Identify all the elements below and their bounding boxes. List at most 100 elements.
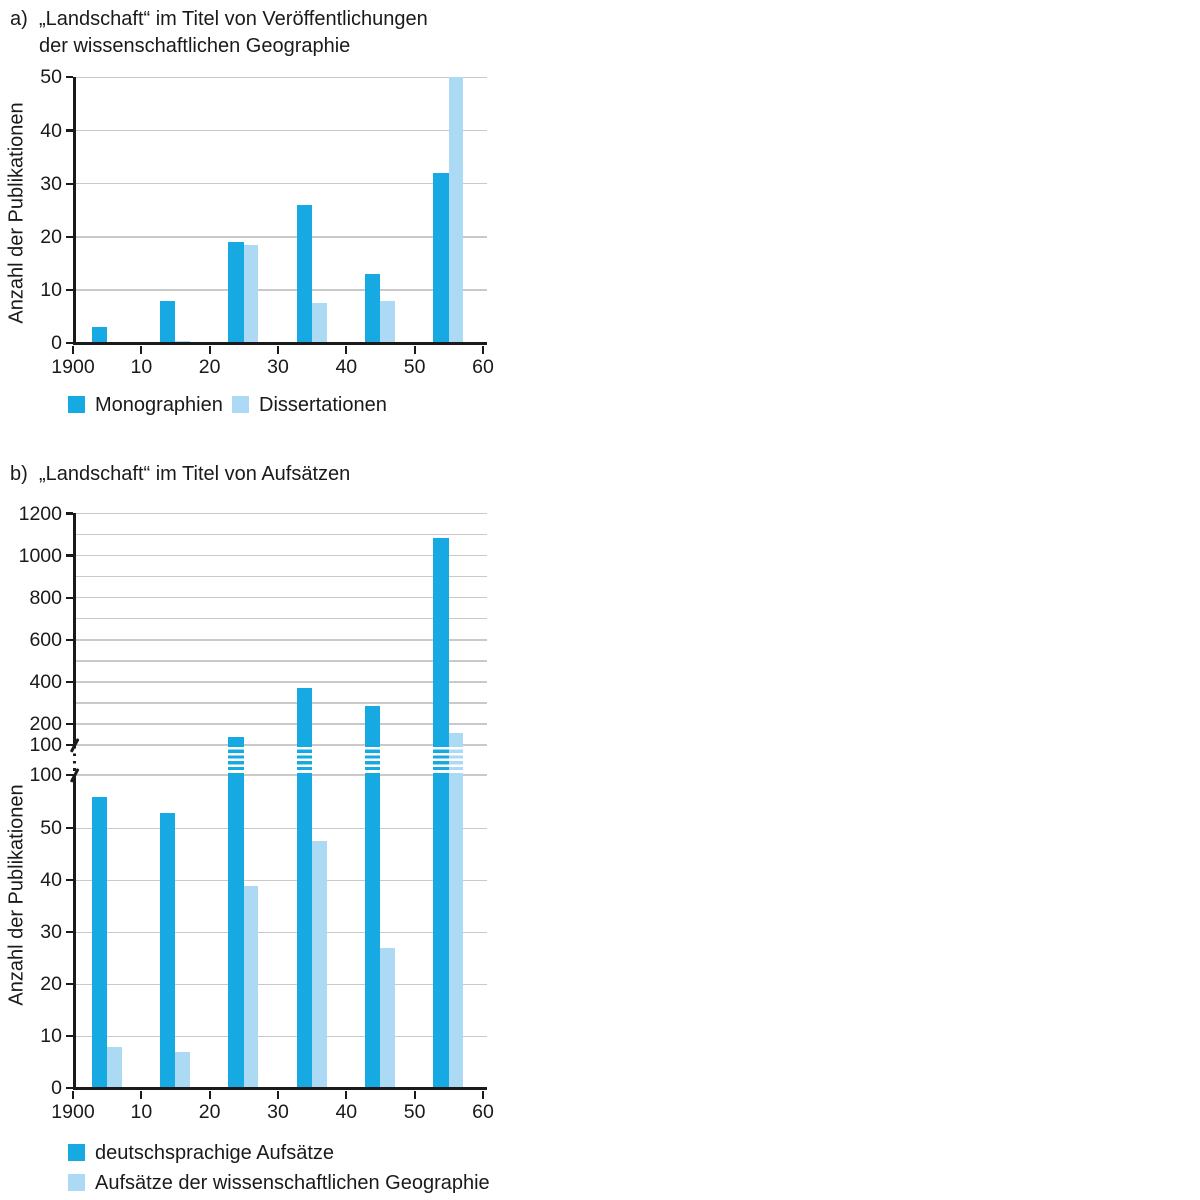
chart-b-y-axis-tick — [66, 1035, 74, 1038]
chart-a-gridline — [75, 236, 487, 238]
chart-a-x-axis-tick — [276, 345, 280, 354]
chart-b-gridline — [75, 639, 487, 641]
chart-a-y-tick-label: 10 — [40, 279, 62, 302]
chart-a-x-axis-tick — [140, 345, 143, 354]
chart-b-y-tick-label: 50 — [40, 817, 62, 840]
chart-b-y-axis-tick — [66, 680, 74, 683]
chart-b-x-tick-label: 1900 — [51, 1101, 95, 1124]
chart-b-gridline — [75, 533, 487, 536]
chart-a-y-tick-label: 20 — [40, 225, 62, 248]
chart-b-y-axis-tick — [66, 638, 74, 641]
monographien-swatch-icon — [68, 396, 85, 413]
chart-b-y-axis-tick — [66, 743, 74, 747]
chart-b-y-tick-label: 30 — [40, 921, 62, 944]
chart-b-y-tick-label: 200 — [29, 712, 62, 735]
chart-a-x-tick-label: 20 — [198, 356, 221, 379]
bar-deutschsprachige-aufsaetze-1950s — [433, 537, 449, 1090]
bar-monographien-1910s — [159, 300, 176, 345]
chart-b-y-axis-tick — [66, 983, 74, 986]
chart-a-title-line2: der wissenschaftlichen Geographie — [39, 35, 351, 57]
chart-a-title-line1: „Landschaft“ im Titel von Veröffentlichu… — [39, 8, 428, 30]
chart-b-gridline — [75, 681, 487, 683]
axis-break-stripes — [433, 746, 449, 774]
axis-break-stripes — [296, 746, 313, 774]
chart-b-x-tick-label: 10 — [130, 1101, 153, 1124]
chart-b-y-axis-lower — [73, 773, 76, 1090]
chart-b-gridline — [75, 931, 487, 934]
chart-a-x-tick-label: 60 — [472, 356, 494, 379]
chart-b-y-tick-label: 100 — [29, 764, 62, 786]
bar-dissertationen-1920s — [243, 244, 259, 345]
chart-b-gridline — [75, 983, 487, 986]
bar-dissertationen-1950s — [448, 77, 464, 345]
chart-b-y-tick-label: 1200 — [18, 502, 62, 525]
chart-b-gridline — [75, 660, 487, 662]
bar-monographien-1930s — [296, 204, 313, 345]
bar-dissertationen-1930s — [312, 303, 327, 345]
chart-b-y-tick-label: 1000 — [18, 544, 62, 567]
axis-break-stripes — [448, 746, 464, 774]
chart-b-y-axis-tick — [66, 1087, 74, 1090]
chart-b-x-tick-label: 50 — [403, 1101, 426, 1124]
bar-aufsaetze-wissenschaftliche-geographie-1950s — [448, 733, 464, 1090]
chart-b-y-axis-tick — [66, 722, 74, 726]
chart-b-title: b) „Landschaft“ im Titel von Aufsätzen — [10, 461, 350, 488]
axis-break-dotted-line — [73, 746, 76, 774]
chart-b-x-axis-line — [73, 1087, 487, 1090]
chart-a-y-axis-tick — [66, 76, 74, 79]
chart-a-gridline — [75, 182, 487, 185]
chart-b-title-line1: „Landschaft“ im Titel von Aufsätzen — [39, 463, 351, 485]
bar-deutschsprachige-aufsaetze-1900s — [91, 797, 108, 1090]
chart-a-x-tick-label: 10 — [130, 356, 153, 379]
chart-b-gridline — [75, 744, 487, 746]
chart-b-y-tick-label: 400 — [29, 670, 62, 693]
chart-b-x-axis-tick — [140, 1090, 143, 1099]
chart-a-y-tick-label: 30 — [40, 172, 62, 195]
chart-b-y-axis-tick — [66, 596, 74, 599]
chart-a-y-axis-tick — [66, 288, 74, 292]
bar-dissertationen-1940s — [380, 300, 395, 345]
bar-deutschsprachige-aufsaetze-1930s — [296, 688, 313, 1090]
chart-b-x-axis-tick — [413, 1090, 416, 1099]
bar-aufsaetze-wissenschaftliche-geographie-1940s — [380, 947, 395, 1090]
chart-a-gridline — [75, 76, 487, 79]
chart-a-x-tick-label: 50 — [403, 356, 426, 379]
chart-b-x-axis-tick — [208, 1090, 211, 1099]
bar-deutschsprachige-aufsaetze-1920s — [228, 736, 244, 1090]
chart-a-x-axis-tick — [208, 345, 211, 354]
chart-b-x-axis-tick — [276, 1090, 280, 1099]
chart-b-gridline — [75, 575, 487, 578]
chart-b-title-prefix: b) — [10, 463, 28, 485]
chart-b-x-axis-tick — [71, 1090, 75, 1099]
chart-a-x-axis-tick — [413, 345, 416, 354]
chart-b-title-text: „Landschaft“ im Titel von Aufsätzen — [39, 461, 350, 488]
bar-aufsaetze-wissenschaftliche-geographie-1930s — [312, 841, 327, 1090]
chart-b-gridline — [75, 879, 487, 882]
legend-label-deutschsprachige-aufsaetze: deutschsprachige Aufsätze — [95, 1142, 335, 1164]
chart-a-x-axis-line — [73, 342, 487, 345]
legend-item-aufsaetze-wiss-geographie: Aufsätze der wissenschaftlichen Geograph… — [68, 1173, 490, 1194]
chart-b-y-tick-label: 20 — [40, 973, 62, 996]
chart-a-y-axis-tick — [66, 235, 74, 239]
chart-b-gridline — [75, 554, 487, 557]
chart-b-y-tick-label: 100 — [29, 734, 62, 756]
chart-b-y-axis-tick — [66, 931, 74, 934]
chart-b-x-tick-label: 30 — [267, 1101, 289, 1124]
legend-item-monographien: Monographien — [68, 395, 223, 416]
legend-item-dissertationen: Dissertationen — [232, 395, 387, 416]
chart-b-x-axis-tick — [345, 1090, 348, 1099]
chart-a-gridline — [75, 289, 487, 291]
chart-b-gridline — [75, 774, 487, 776]
chart-a-x-tick-label: 30 — [267, 356, 289, 379]
chart-b-y-axis-tick — [66, 827, 74, 830]
legend-label-dissertationen: Dissertationen — [259, 394, 387, 416]
chart-b-x-tick-label: 20 — [198, 1101, 221, 1124]
chart-b-y-tick-label: 800 — [29, 586, 62, 609]
bar-aufsaetze-wissenschaftliche-geographie-1910s — [175, 1051, 190, 1090]
chart-a-x-axis-tick — [345, 345, 348, 354]
chart-a-title-text: „Landschaft“ im Titel von Veröffentlichu… — [39, 6, 428, 60]
bar-monographien-1920s — [228, 242, 244, 345]
legend-label-aufsaetze-wiss-geographie: Aufsätze der wissenschaftlichen Geograph… — [95, 1172, 490, 1194]
bar-aufsaetze-wissenschaftliche-geographie-1920s — [243, 885, 259, 1090]
